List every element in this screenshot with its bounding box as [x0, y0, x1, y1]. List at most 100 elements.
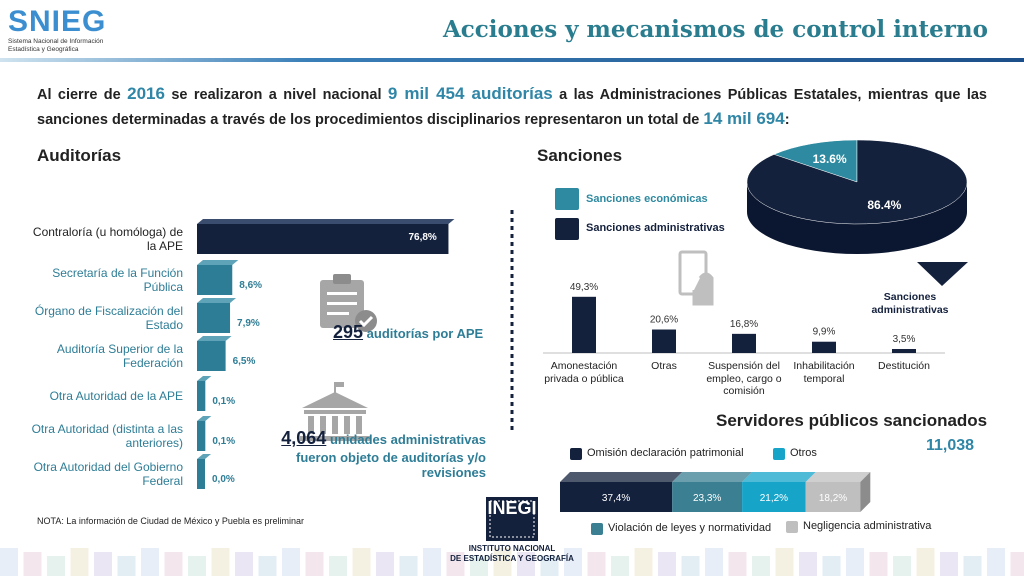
bg-tile	[587, 552, 606, 576]
intro-segment: Al cierre de	[37, 87, 128, 103]
category-label: Amonestación privada o pública	[544, 360, 624, 385]
stack-segment	[742, 482, 806, 512]
legend-swatch	[786, 521, 798, 533]
value-label: 0,1%	[212, 396, 236, 407]
value-label: 3,5%	[893, 334, 916, 345]
bg-tile	[634, 548, 653, 576]
section-title: Servidores públicos sancionados	[716, 411, 988, 430]
bg-tile	[258, 556, 277, 576]
bar-top	[197, 219, 455, 224]
bg-tile	[188, 556, 206, 576]
bar	[197, 265, 233, 295]
bg-tile	[0, 548, 18, 576]
value-label: 21,2%	[760, 493, 788, 504]
intro-segment: 2016	[127, 84, 165, 103]
bg-tile	[117, 556, 136, 576]
bg-tile	[446, 552, 465, 576]
legend-label: Negligencia administrativa	[803, 520, 932, 532]
category-label: Inhabilitación temporal	[793, 360, 855, 385]
stat: 295 auditorías por APE	[333, 322, 493, 344]
bg-tile	[211, 548, 230, 576]
category-label: Otras	[651, 360, 677, 372]
section-title: Auditorías	[37, 146, 122, 165]
bg-tile	[728, 552, 747, 576]
bar	[197, 381, 206, 411]
bar-top	[197, 298, 237, 303]
value-label: 76,8%	[408, 232, 437, 243]
stack-top	[805, 472, 871, 482]
category-label: Otra Autoridad del Gobierno Federal	[33, 459, 183, 488]
bg-tile	[869, 552, 888, 576]
bg-tile	[893, 556, 911, 576]
bg-tile	[282, 548, 300, 576]
bg-tile	[963, 556, 982, 576]
value-label: 7,9%	[237, 318, 260, 329]
page-title: Acciones y mecanismos de control interno	[442, 16, 988, 43]
stat-text: unidades administrativas fueron objeto d…	[296, 432, 486, 481]
bg-tile	[399, 556, 418, 576]
bg-tile	[305, 552, 324, 576]
clipboard-icon	[320, 274, 377, 332]
legend-label: Violación de leyes y normatividad	[608, 522, 772, 534]
bg-tile	[752, 556, 770, 576]
pie-label: 13.6%	[813, 152, 847, 166]
intro-segment: :	[784, 111, 790, 128]
value-label: 8,6%	[239, 280, 263, 291]
bg-tile	[775, 548, 794, 576]
bg-tile	[235, 552, 253, 576]
legend-label: Sanciones económicas	[586, 193, 708, 205]
stack-top	[672, 472, 753, 482]
bg-tile	[564, 548, 582, 576]
building-icon	[300, 382, 370, 441]
bar	[732, 333, 756, 353]
value-label: 6,5%	[232, 356, 256, 367]
bar-top	[197, 260, 239, 265]
bg-tile	[23, 552, 42, 576]
bg-tile	[94, 552, 112, 576]
bar	[197, 459, 205, 489]
value-label: 37,4%	[602, 493, 630, 504]
legend-swatch	[555, 218, 579, 240]
bg-tile	[329, 556, 347, 576]
category-label: Secretaría de la Función Pública	[52, 265, 183, 294]
bg-tile	[423, 548, 441, 576]
stat-number: 295	[333, 322, 364, 342]
bar	[197, 341, 226, 371]
logo-subtitle: Sistema Nacional de Información	[8, 38, 104, 45]
value-label: 23,3%	[693, 493, 721, 504]
legend-label: Omisión declaración patrimonial	[587, 447, 744, 459]
intro-segment: se realizaron a nivel nacional	[164, 87, 388, 103]
legend-label: Sanciones administrativas	[586, 222, 725, 234]
value-label: 0,1%	[212, 436, 236, 447]
bar-top	[197, 336, 232, 341]
bg-tile	[940, 552, 958, 576]
stack-segment	[805, 482, 861, 512]
value-label: 20,6%	[650, 315, 678, 326]
intro-segment: 14 mil 694	[703, 108, 785, 128]
bg-tile	[705, 548, 723, 576]
value-label: 9,9%	[813, 327, 836, 338]
value-label: 18,2%	[819, 493, 847, 504]
logo: SNIEG	[8, 5, 107, 38]
stack-segment	[672, 482, 743, 512]
legend-swatch	[773, 448, 785, 460]
intro: Al cierre de 2016 se realizaron a nivel …	[37, 82, 987, 131]
category-label: Suspensión del empleo, cargo o comisión	[706, 360, 782, 398]
bar	[197, 224, 449, 254]
stat-number: 4,064	[281, 428, 327, 448]
category-label: Órgano de Fiscalización del Estado	[34, 303, 183, 332]
bar	[197, 303, 231, 333]
stack-top	[742, 472, 816, 482]
bg-tile	[352, 548, 371, 576]
stat-text: auditorías por APE	[366, 326, 484, 341]
bg-tile	[540, 556, 559, 576]
bg-tile	[470, 556, 488, 576]
bg-tile	[376, 552, 394, 576]
bg-tile	[916, 548, 935, 576]
value-label: 0,0%	[212, 474, 235, 485]
bar	[652, 329, 676, 353]
footer-name: DE ESTADÍSTICA Y GEOGRAFÍA	[450, 554, 574, 563]
bg-tile	[47, 556, 65, 576]
bg-tile	[1010, 552, 1024, 576]
